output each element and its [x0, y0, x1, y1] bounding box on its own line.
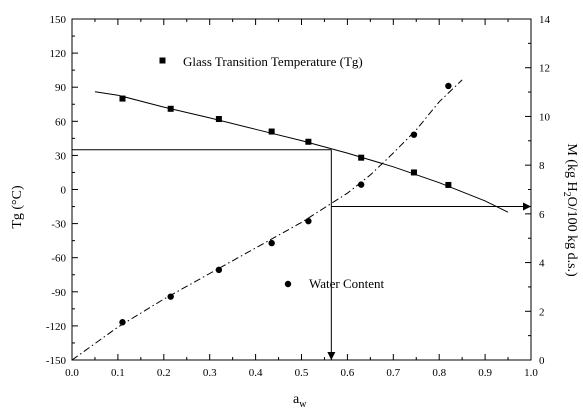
y-left-tick-label: 30 — [55, 150, 67, 162]
water-content-data-point — [268, 239, 275, 247]
y-left-axis-title: Tg (°C) — [10, 185, 25, 229]
tg-data-point — [445, 181, 452, 188]
y-left-tick-label: -60 — [51, 253, 66, 265]
y-left-tick-label: -90 — [51, 287, 66, 299]
tg-data-point — [305, 138, 312, 145]
x-tick-label: 0.4 — [249, 367, 263, 379]
water-content-data-point — [357, 181, 365, 188]
legend-tg-label: Glass Transition Temperature (Tg) — [183, 54, 363, 69]
x-tick-label: 1.0 — [524, 367, 538, 379]
x-tick-label: 0.9 — [478, 367, 492, 379]
reference-lines — [72, 149, 531, 360]
y-left-tick-label: 120 — [50, 48, 67, 60]
y-right-tick-label: 4 — [539, 258, 545, 270]
legend-water-circle-icon — [284, 280, 292, 288]
y-left-tick-label: 150 — [50, 14, 67, 26]
y-right-tick-label: 6 — [539, 209, 545, 221]
tg-data-point — [119, 95, 126, 102]
x-tick-label: 0.8 — [432, 367, 446, 379]
water-content-data-point — [167, 293, 174, 300]
tick-labels: 0.0 0.1 0.2 0.3 0.4 0.5 0.6 0.7 0.8 0.9 1.0 -150 -12… — [46, 14, 551, 379]
y-left-tick-label: 60 — [55, 116, 67, 128]
y-right-tick-label: 12 — [539, 63, 550, 75]
y-left-tick-label: -30 — [51, 219, 66, 231]
data-markers — [119, 82, 452, 326]
y-left-tick-label: -120 — [46, 321, 67, 333]
legend-tg-square-icon — [159, 57, 166, 64]
y-right-tick-label: 0 — [539, 355, 545, 367]
water-content-data-point — [305, 217, 312, 225]
water-content-fit-line — [71, 79, 463, 361]
tg-data-point — [167, 105, 174, 112]
x-tick-label: 0.2 — [157, 367, 171, 379]
x-tick-label: 0.0 — [65, 367, 79, 379]
x-tick-label: 0.3 — [203, 367, 217, 379]
fit-lines — [71, 79, 509, 361]
legend-tg: Glass Transition Temperature (Tg) — [159, 54, 363, 69]
tg-fit-line — [94, 91, 509, 213]
tg-data-point — [358, 154, 365, 161]
y-right-axis-title: M (kg H2O/100 kg d.s.) — [561, 143, 579, 277]
x-tick-label: 0.1 — [111, 367, 125, 379]
y-left-tick-label: 90 — [55, 82, 67, 94]
water-content-data-point — [410, 131, 418, 138]
x-axis-title: aw — [293, 392, 307, 410]
water-content-data-point — [119, 319, 126, 326]
plot-frame — [71, 18, 532, 361]
tg-data-point — [215, 116, 222, 123]
water-content-data-point — [445, 82, 452, 90]
tg-data-point — [410, 169, 417, 176]
legend-water-label: Water Content — [309, 276, 385, 291]
y-right-tick-label: 10 — [539, 111, 551, 123]
legend-water: Water Content — [284, 276, 385, 291]
y-right-tick-label: 2 — [539, 306, 545, 318]
axes-frame — [71, 18, 532, 361]
x-tick-label: 0.5 — [295, 367, 309, 379]
y-right-tick-label: 14 — [539, 14, 551, 26]
tg-data-point — [268, 128, 275, 135]
y-left-tick-label: -150 — [46, 355, 67, 367]
water-content-data-point — [215, 266, 223, 274]
y-left-tick-label: 0 — [61, 185, 67, 197]
y-right-tick-label: 8 — [539, 160, 545, 172]
x-tick-label: 0.7 — [386, 367, 400, 379]
x-tick-label: 0.6 — [341, 367, 355, 379]
